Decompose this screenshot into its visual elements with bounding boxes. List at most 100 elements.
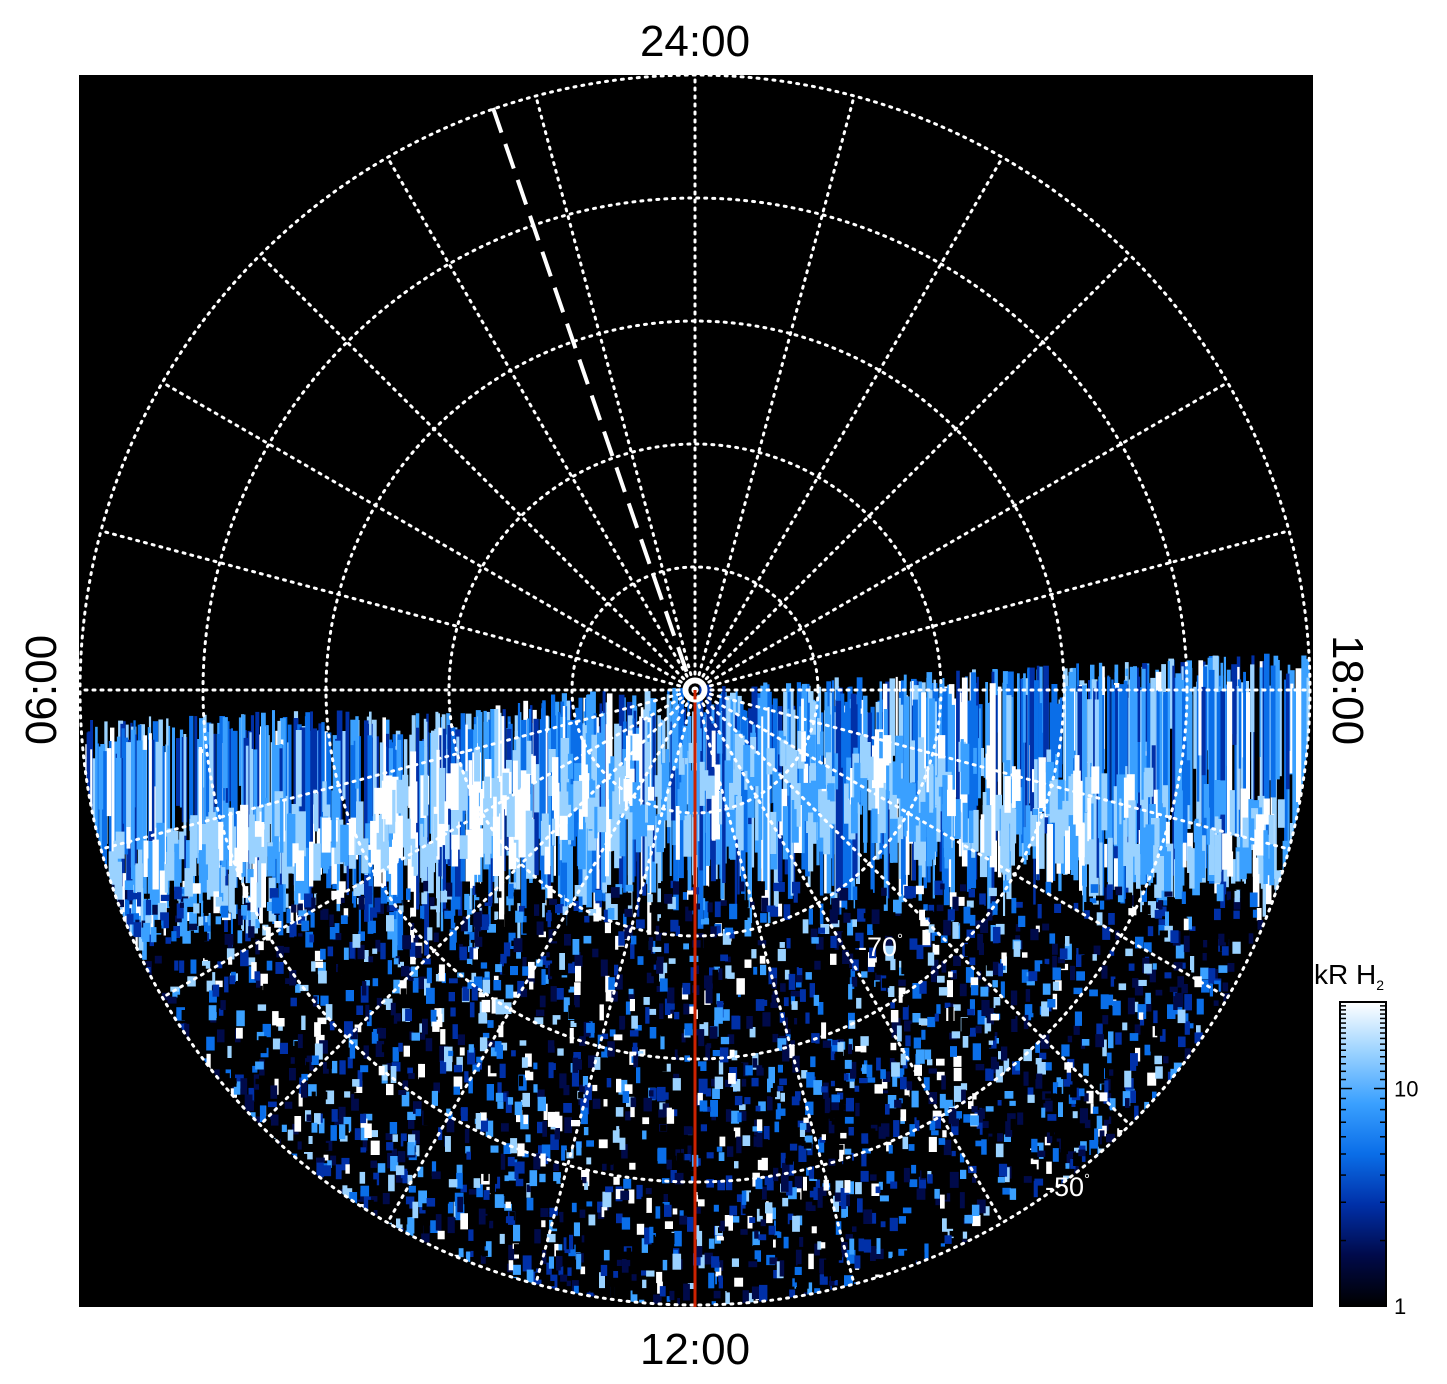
emission-pixel bbox=[816, 1057, 823, 1071]
emission-pixel bbox=[1114, 886, 1123, 896]
emission-pixel bbox=[878, 989, 883, 1001]
emission-pixel bbox=[478, 992, 485, 998]
emission-pixel bbox=[894, 1051, 903, 1062]
emission-pixel bbox=[478, 1208, 486, 1225]
emission-pixel bbox=[625, 1001, 631, 1015]
emission-pixel bbox=[889, 1217, 898, 1232]
emission-pixel bbox=[480, 892, 488, 903]
emission-pixel bbox=[538, 1145, 545, 1155]
emission-pixel bbox=[514, 1244, 520, 1255]
emission-pixel bbox=[354, 1024, 362, 1033]
emission-pixel bbox=[1264, 653, 1270, 812]
emission-pixel bbox=[685, 1268, 691, 1280]
emission-pixel bbox=[115, 831, 125, 859]
emission-pixel bbox=[372, 732, 377, 843]
emission-pixel bbox=[1240, 828, 1247, 880]
emission-pixel bbox=[1013, 941, 1021, 957]
emission-pixel bbox=[705, 886, 713, 902]
emission-pixel bbox=[499, 1233, 505, 1244]
emission-pixel bbox=[817, 1234, 822, 1250]
emission-pixel bbox=[1148, 839, 1154, 886]
emission-pixel bbox=[953, 1067, 962, 1082]
emission-pixel bbox=[794, 991, 801, 997]
emission-pixel bbox=[566, 1280, 571, 1287]
emission-pixel bbox=[834, 1189, 842, 1202]
emission-pixel bbox=[533, 1153, 541, 1170]
emission-pixel bbox=[381, 1044, 387, 1053]
emission-pixel bbox=[673, 1142, 681, 1154]
emission-pixel bbox=[1023, 827, 1027, 865]
emission-pixel bbox=[549, 1207, 558, 1218]
emission-pixel bbox=[730, 1110, 740, 1124]
emission-pixel bbox=[1003, 1058, 1010, 1074]
emission-pixel bbox=[341, 1157, 350, 1171]
emission-pixel bbox=[181, 1010, 189, 1021]
emission-pixel bbox=[259, 811, 265, 847]
emission-pixel bbox=[321, 817, 331, 853]
emission-pixel bbox=[757, 697, 762, 882]
emission-pixel bbox=[1117, 798, 1122, 825]
emission-pixel bbox=[1049, 1130, 1055, 1137]
emission-pixel bbox=[320, 908, 329, 920]
emission-pixel bbox=[801, 1070, 808, 1079]
emission-pixel bbox=[670, 919, 679, 932]
emission-pixel bbox=[356, 1005, 364, 1015]
emission-pixel bbox=[1045, 1093, 1054, 1099]
emission-pixel bbox=[176, 1007, 185, 1021]
emission-pixel bbox=[621, 1259, 631, 1273]
emission-pixel bbox=[616, 1078, 622, 1093]
emission-pixel bbox=[729, 903, 738, 920]
emission-pixel bbox=[988, 887, 997, 897]
emission-pixel bbox=[717, 1260, 724, 1271]
emission-pixel bbox=[770, 811, 777, 854]
emission-pixel bbox=[472, 1064, 480, 1072]
emission-pixel bbox=[1028, 815, 1038, 847]
emission-pixel bbox=[432, 1050, 438, 1063]
emission-pixel bbox=[729, 1042, 734, 1051]
emission-pixel bbox=[565, 1108, 574, 1123]
emission-pixel bbox=[412, 1130, 420, 1145]
emission-pixel bbox=[1093, 916, 1100, 925]
emission-pixel bbox=[771, 1207, 776, 1220]
emission-pixel bbox=[461, 1097, 468, 1110]
emission-pixel bbox=[233, 1083, 241, 1095]
emission-pixel bbox=[841, 1203, 848, 1218]
emission-pixel bbox=[446, 1118, 455, 1133]
emission-pixel bbox=[149, 733, 152, 832]
emission-pixel bbox=[1064, 1062, 1073, 1073]
emission-pixel bbox=[958, 1160, 966, 1176]
emission-pixel bbox=[1046, 1042, 1053, 1059]
emission-pixel bbox=[571, 1193, 580, 1202]
emission-pixel bbox=[951, 973, 957, 980]
emission-pixel bbox=[1193, 686, 1200, 769]
emission-pixel bbox=[1052, 955, 1057, 968]
emission-pixel bbox=[400, 1133, 407, 1147]
emission-pixel bbox=[548, 775, 554, 796]
emission-pixel bbox=[1140, 808, 1148, 855]
emission-pixel bbox=[977, 933, 984, 951]
emission-pixel bbox=[766, 707, 770, 909]
emission-pixel bbox=[820, 1242, 826, 1249]
emission-pixel bbox=[788, 1187, 797, 1200]
emission-pixel bbox=[359, 1171, 366, 1184]
emission-pixel bbox=[716, 925, 721, 936]
emission-pixel bbox=[483, 1190, 490, 1200]
emission-pixel bbox=[1208, 828, 1215, 875]
emission-pixel bbox=[785, 1152, 793, 1165]
emission-pixel bbox=[995, 794, 1002, 831]
emission-pixel bbox=[1130, 1053, 1138, 1066]
emission-pixel bbox=[951, 1150, 956, 1157]
emission-pixel bbox=[550, 1181, 557, 1192]
emission-pixel bbox=[799, 1237, 804, 1247]
emission-pixel bbox=[512, 760, 518, 815]
emission-pixel bbox=[644, 939, 649, 954]
emission-pixel bbox=[718, 968, 723, 980]
emission-pixel bbox=[646, 1197, 652, 1213]
emission-pixel bbox=[1014, 1172, 1023, 1180]
emission-pixel bbox=[1015, 971, 1022, 977]
emission-pixel bbox=[852, 959, 859, 972]
emission-pixel bbox=[642, 718, 645, 877]
emission-pixel bbox=[1025, 805, 1031, 856]
emission-pixel bbox=[300, 1082, 308, 1098]
emission-pixel bbox=[464, 893, 470, 910]
